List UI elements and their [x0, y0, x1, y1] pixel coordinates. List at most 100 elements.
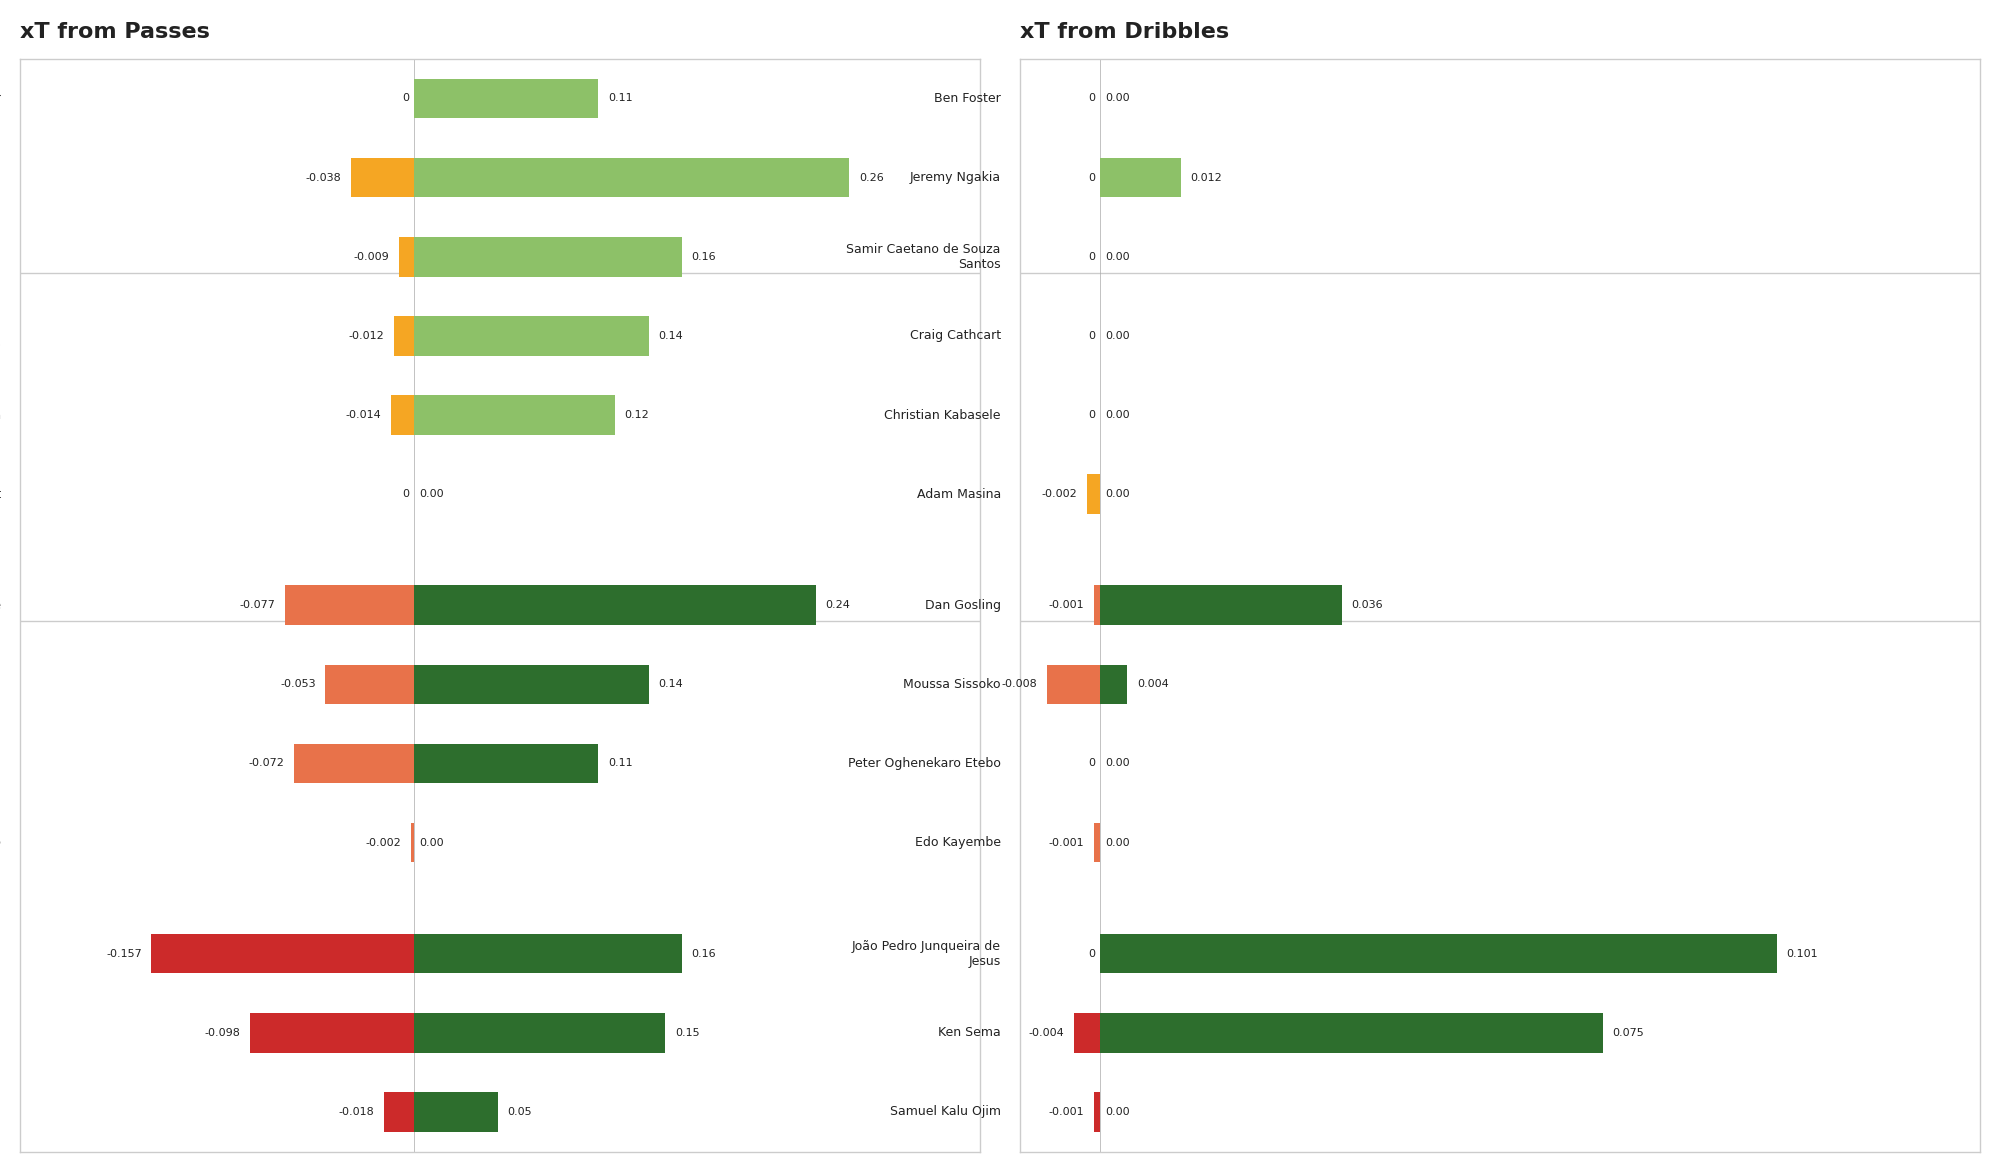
- Bar: [1074, 1013, 1100, 1053]
- Text: 0: 0: [1088, 948, 1096, 959]
- Text: 0.14: 0.14: [658, 679, 682, 690]
- Bar: [384, 1092, 414, 1132]
- Text: Ben Foster: Ben Foster: [934, 92, 1000, 105]
- Text: 0.05: 0.05: [508, 1107, 532, 1117]
- Text: 0.12: 0.12: [624, 410, 650, 421]
- Bar: [414, 1013, 666, 1053]
- Text: xT from Passes: xT from Passes: [20, 22, 210, 42]
- Bar: [286, 585, 414, 625]
- Text: 0.00: 0.00: [1106, 93, 1130, 103]
- Text: -0.014: -0.014: [346, 410, 382, 421]
- Text: 0.012: 0.012: [1190, 173, 1222, 182]
- Text: -0.053: -0.053: [280, 679, 316, 690]
- Bar: [400, 237, 414, 276]
- Text: Samir Caetano de Souza
Santos: Samir Caetano de Souza Santos: [846, 243, 1000, 270]
- Text: 0: 0: [1088, 93, 1096, 103]
- Text: -0.038: -0.038: [306, 173, 342, 182]
- Text: -0.077: -0.077: [240, 600, 276, 610]
- Bar: [1086, 475, 1100, 513]
- Bar: [414, 744, 598, 784]
- Bar: [350, 157, 414, 197]
- Text: -0.157: -0.157: [106, 948, 142, 959]
- Bar: [1100, 1013, 1602, 1053]
- Text: 0.14: 0.14: [658, 331, 682, 341]
- Text: -0.002: -0.002: [366, 838, 402, 847]
- Text: 0.00: 0.00: [1106, 1107, 1130, 1117]
- Bar: [414, 157, 850, 197]
- Text: 0.11: 0.11: [608, 93, 632, 103]
- Text: Christian Kabasele: Christian Kabasele: [884, 409, 1000, 422]
- Text: 0.101: 0.101: [1786, 948, 1818, 959]
- Text: -0.012: -0.012: [348, 331, 384, 341]
- Text: 0: 0: [1088, 173, 1096, 182]
- Bar: [1046, 665, 1100, 704]
- Text: 0.16: 0.16: [692, 251, 716, 262]
- Text: -0.018: -0.018: [338, 1107, 374, 1117]
- Text: 0.16: 0.16: [692, 948, 716, 959]
- Text: Jeremy Ngakia: Jeremy Ngakia: [910, 172, 1000, 184]
- Text: 0.15: 0.15: [674, 1028, 700, 1038]
- Bar: [414, 237, 682, 276]
- Bar: [1100, 934, 1778, 973]
- Text: -0.098: -0.098: [204, 1028, 240, 1038]
- Bar: [1094, 822, 1100, 862]
- Text: 0: 0: [402, 489, 410, 499]
- Bar: [294, 744, 414, 784]
- Text: -0.002: -0.002: [1042, 489, 1078, 499]
- Text: 0.24: 0.24: [826, 600, 850, 610]
- Bar: [390, 395, 414, 435]
- Bar: [152, 934, 414, 973]
- Bar: [326, 665, 414, 704]
- Text: 0.11: 0.11: [608, 759, 632, 768]
- Text: -0.001: -0.001: [1048, 838, 1084, 847]
- Text: 0.036: 0.036: [1352, 600, 1382, 610]
- Text: 0.00: 0.00: [1106, 759, 1130, 768]
- Text: Peter Oghenekaro Etebo: Peter Oghenekaro Etebo: [848, 757, 1000, 770]
- Bar: [1100, 585, 1342, 625]
- Text: Ken Sema: Ken Sema: [938, 1026, 1000, 1039]
- Bar: [1100, 157, 1180, 197]
- Text: 0.00: 0.00: [1106, 489, 1130, 499]
- Text: 0: 0: [1088, 759, 1096, 768]
- Bar: [414, 316, 648, 356]
- Text: 0.00: 0.00: [1106, 251, 1130, 262]
- Bar: [414, 79, 598, 119]
- Bar: [414, 665, 648, 704]
- Text: 0.00: 0.00: [420, 489, 444, 499]
- Text: 0.26: 0.26: [860, 173, 884, 182]
- Text: 0: 0: [402, 93, 410, 103]
- Bar: [414, 1092, 498, 1132]
- Text: 0.00: 0.00: [1106, 331, 1130, 341]
- Bar: [250, 1013, 414, 1053]
- Text: -0.072: -0.072: [248, 759, 284, 768]
- Text: 0: 0: [1088, 331, 1096, 341]
- Text: Adam Masina: Adam Masina: [916, 488, 1000, 501]
- Text: 0: 0: [1088, 251, 1096, 262]
- Text: xT from Dribbles: xT from Dribbles: [1020, 22, 1230, 42]
- Bar: [1094, 1092, 1100, 1132]
- Text: -0.008: -0.008: [1002, 679, 1038, 690]
- Bar: [414, 934, 682, 973]
- Text: Dan Gosling: Dan Gosling: [924, 598, 1000, 612]
- Text: João Pedro Junqueira de
Jesus: João Pedro Junqueira de Jesus: [852, 940, 1000, 967]
- Text: -0.001: -0.001: [1048, 600, 1084, 610]
- Text: 0.00: 0.00: [1106, 838, 1130, 847]
- Text: Edo Kayembe: Edo Kayembe: [914, 837, 1000, 850]
- Text: 0.075: 0.075: [1612, 1028, 1644, 1038]
- Text: Craig Cathcart: Craig Cathcart: [910, 329, 1000, 342]
- Bar: [414, 585, 816, 625]
- Text: -0.004: -0.004: [1028, 1028, 1064, 1038]
- Text: 0.004: 0.004: [1136, 679, 1168, 690]
- Bar: [1094, 585, 1100, 625]
- Text: Moussa Sissoko: Moussa Sissoko: [904, 678, 1000, 691]
- Text: 0.00: 0.00: [420, 838, 444, 847]
- Bar: [1100, 665, 1128, 704]
- Text: -0.009: -0.009: [354, 251, 390, 262]
- Text: -0.001: -0.001: [1048, 1107, 1084, 1117]
- Bar: [414, 395, 616, 435]
- Bar: [394, 316, 414, 356]
- Text: 0.00: 0.00: [1106, 410, 1130, 421]
- Text: Samuel Kalu Ojim: Samuel Kalu Ojim: [890, 1106, 1000, 1119]
- Bar: [410, 822, 414, 862]
- Text: 0: 0: [1088, 410, 1096, 421]
